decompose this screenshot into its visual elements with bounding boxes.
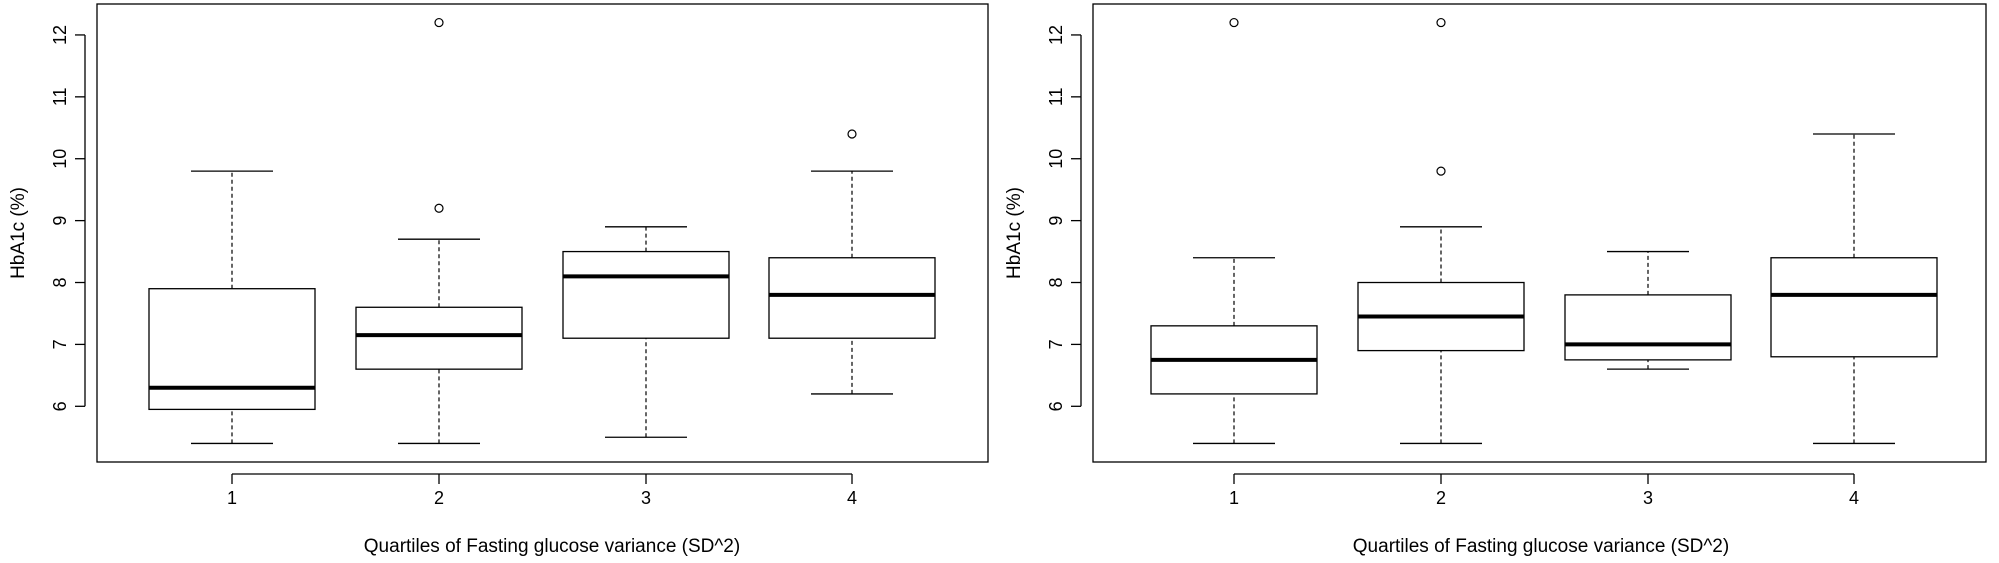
outlier-point xyxy=(847,129,857,139)
iqr-box xyxy=(1770,257,1938,358)
y-axis-title: HbA1c (%) xyxy=(8,187,29,279)
y-tick-label: 9 xyxy=(50,216,70,226)
box-2 xyxy=(1357,17,1525,445)
y-tick-label: 7 xyxy=(50,339,70,349)
iqr-box xyxy=(768,257,936,339)
plot-frame xyxy=(96,3,989,463)
outlier-point xyxy=(1436,17,1446,28)
outlier-point xyxy=(434,203,444,213)
x-axis-title: Quartiles of Fasting glucose variance (S… xyxy=(1353,536,1729,557)
x-tick-label: 1 xyxy=(1229,488,1239,508)
x-axis-title: Quartiles of Fasting glucose variance (S… xyxy=(364,536,740,557)
x-tick-label: 2 xyxy=(434,488,444,508)
y-tick-label: 8 xyxy=(1046,278,1066,288)
y-tick-label: 9 xyxy=(1046,216,1066,226)
box-3 xyxy=(1564,250,1732,370)
x-tick-label: 3 xyxy=(641,488,651,508)
outlier-point xyxy=(434,17,444,28)
iqr-box xyxy=(562,250,730,339)
y-tick-label: 12 xyxy=(50,25,70,45)
box-2 xyxy=(355,17,523,445)
y-tick-label: 8 xyxy=(50,278,70,288)
box-4 xyxy=(768,129,936,395)
y-tick-label: 6 xyxy=(1046,401,1066,411)
y-tick-label: 12 xyxy=(1046,25,1066,45)
x-tick-label: 1 xyxy=(227,488,237,508)
x-tick-label: 3 xyxy=(1643,488,1653,508)
y-axis-title: HbA1c (%) xyxy=(1004,187,1025,279)
x-tick-label: 4 xyxy=(847,488,857,508)
box-1 xyxy=(1150,17,1318,445)
x-tick-label: 2 xyxy=(1436,488,1446,508)
y-tick-label: 7 xyxy=(1046,339,1066,349)
y-tick-label: 11 xyxy=(1046,87,1066,106)
y-tick-label: 6 xyxy=(50,401,70,411)
outlier-point xyxy=(1229,17,1239,28)
box-4 xyxy=(1770,133,1938,445)
iqr-box xyxy=(1564,294,1732,361)
y-tick-label: 11 xyxy=(50,87,70,106)
iqr-box xyxy=(355,306,523,370)
box-3 xyxy=(562,226,730,438)
outlier-point xyxy=(1436,166,1446,176)
x-tick-label: 4 xyxy=(1849,488,1859,508)
iqr-box xyxy=(148,288,316,411)
box-1 xyxy=(148,170,316,445)
plot-frame xyxy=(1092,3,1987,463)
y-tick-label: 10 xyxy=(1046,149,1066,169)
y-tick-label: 10 xyxy=(50,149,70,169)
